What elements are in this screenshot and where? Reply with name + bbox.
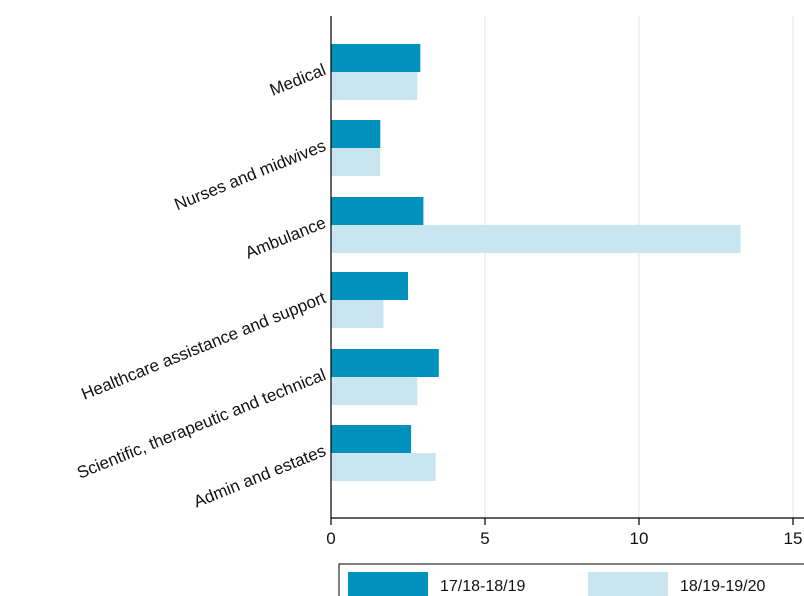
category-label: Medical: [267, 60, 328, 100]
category-label: Nurses and midwives: [172, 136, 329, 214]
category-label: Admin and estates: [191, 441, 329, 511]
legend-swatch: [348, 572, 428, 596]
x-tick-label: 15: [784, 529, 803, 548]
legend-label: 17/18-18/19: [440, 578, 526, 595]
legend-swatch: [588, 572, 668, 596]
x-ticks: 0 5 10 15: [326, 518, 802, 548]
bar-series1: [331, 44, 421, 72]
gridlines: [484, 16, 794, 518]
bar-series1: [331, 197, 424, 225]
bar-series1: [331, 272, 408, 300]
bar-series2: [331, 453, 436, 481]
bar-series2: [331, 300, 384, 328]
legend: 17/18-18/19 18/19-19/20: [338, 563, 804, 596]
bar-series1: [331, 349, 439, 377]
bar-series1: [331, 425, 412, 453]
x-tick-label: 10: [630, 529, 649, 548]
bar-series2: [331, 225, 741, 253]
bar-series2: [331, 148, 381, 176]
axes: [330, 16, 804, 519]
x-tick-label: 0: [326, 529, 335, 548]
bars: [331, 44, 741, 481]
x-tick-label: 5: [480, 529, 489, 548]
bar-series2: [331, 72, 418, 100]
bar-series1: [331, 120, 381, 148]
bar-series2: [331, 377, 418, 405]
category-label: Ambulance: [243, 213, 329, 262]
legend-label: 18/19-19/20: [680, 578, 766, 595]
